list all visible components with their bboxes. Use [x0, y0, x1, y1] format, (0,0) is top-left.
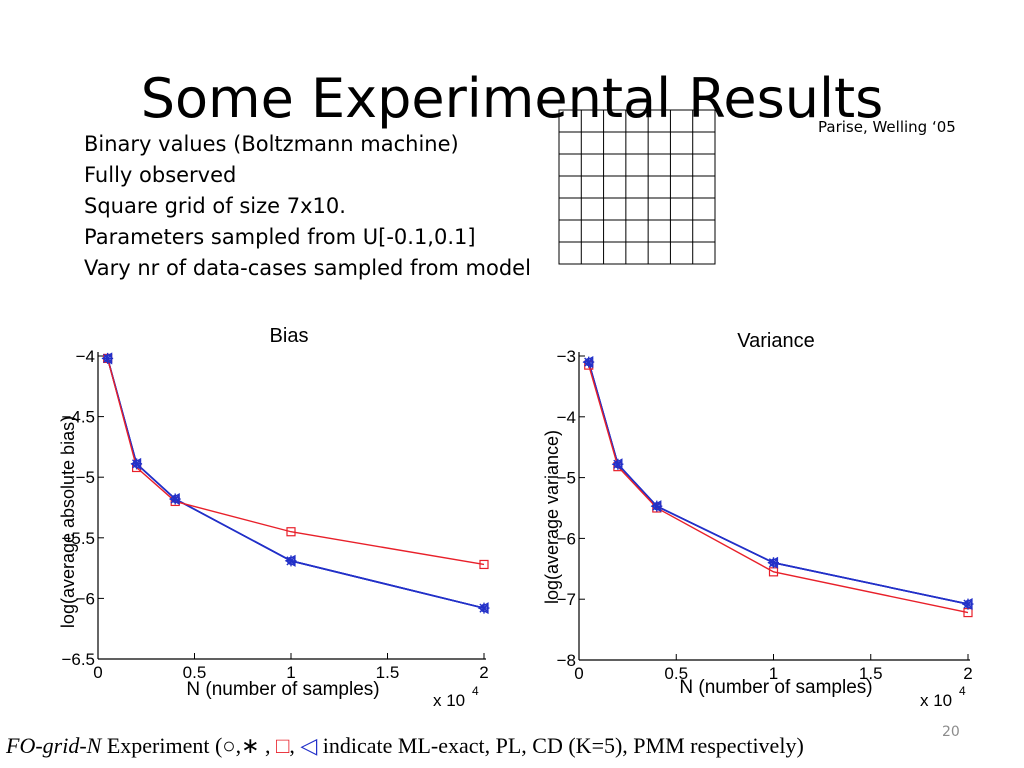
y-tick-label: −6.5 [61, 650, 95, 669]
triangle-left-marker [101, 352, 113, 365]
bullet-item: Vary nr of data-cases sampled from model [84, 256, 531, 280]
x-tick-label: 1 [286, 663, 295, 682]
y-tick-label: −5 [557, 469, 576, 488]
triangle-left-marker [650, 500, 662, 513]
square-marker [479, 559, 489, 570]
square-marker [286, 527, 296, 537]
x-multiplier: x 10 4 [433, 684, 479, 710]
experiment-name: FO-grid-N [6, 733, 102, 758]
footnote: FO-grid-N Experiment (○,∗ , □, ◁ indicat… [6, 733, 1024, 759]
chart-title: Bias [270, 325, 309, 347]
x-tick-label: 0 [574, 664, 583, 683]
x-multiplier-exponent: 4 [472, 684, 479, 698]
x-tick-label: 1.5 [859, 664, 883, 683]
y-tick-label: −7 [557, 590, 576, 609]
x-tick-label: 2 [963, 664, 972, 683]
star-marker [285, 555, 297, 567]
star-marker [768, 557, 779, 569]
triangle-left-marker [582, 356, 594, 369]
y-tick-label: −6 [557, 529, 576, 548]
square-marker-icon: □ [276, 733, 290, 758]
bullet-list: Binary values (Boltzmann machine) Fully … [84, 129, 531, 284]
triangle-left-marker [611, 458, 623, 471]
bullet-item: Fully observed [84, 163, 237, 187]
marker-symbols: (○,∗ , [214, 733, 271, 758]
series-line-triangle-left [106, 358, 485, 609]
triangle-left-marker [961, 598, 973, 611]
triangle-left-marker [477, 602, 489, 615]
star-marker [169, 493, 181, 505]
star-marker [131, 458, 143, 470]
x-tick-label: 0.5 [183, 663, 207, 682]
x-multiplier: x 10 4 [920, 684, 966, 710]
y-axis-label: log(average variance) [542, 430, 562, 604]
variance-chart: Variance log(average variance) N (number… [542, 330, 974, 710]
series-line-triangle-left [587, 361, 969, 605]
x-tick-label: 0 [93, 663, 102, 682]
series-line-square [588, 364, 969, 614]
x-axis-label: N (number of samples) [186, 679, 379, 700]
star-marker [583, 356, 595, 368]
bullet-item: Parameters sampled from U[-0.1,0.1] [84, 225, 476, 249]
series-line-star [106, 358, 485, 609]
bias-chart: Bias log(average absolute bias) N (numbe… [58, 325, 490, 710]
star-marker [651, 500, 663, 512]
series-line-square [106, 358, 485, 566]
star-marker [478, 602, 490, 614]
x-axis-label: N (number of samples) [679, 677, 872, 698]
grid-diagram [558, 109, 716, 265]
citation: Parise, Welling ‘05 [818, 118, 956, 136]
triangle-left-marker [168, 492, 180, 506]
bullet-item: Square grid of size 7x10. [84, 194, 346, 218]
y-tick-label: −6 [76, 589, 95, 608]
series-line-circle [587, 361, 969, 605]
y-tick-label: −8 [557, 651, 576, 670]
triangle-left-marker-icon: ◁ [300, 733, 318, 758]
star-marker [962, 598, 974, 610]
page-number: 20 [942, 724, 960, 740]
triangle-left-marker [130, 457, 142, 470]
experiment-word: Experiment [106, 733, 210, 758]
y-tick-label: −4 [557, 408, 576, 427]
x-multiplier-label: x 10 [920, 691, 952, 710]
y-tick-label: −5 [76, 468, 95, 487]
slide-title: Some Experimental Results [140, 67, 884, 131]
star-marker [102, 352, 114, 364]
x-multiplier-label: x 10 [433, 691, 465, 710]
bullet-item: Binary values (Boltzmann machine) [84, 132, 459, 156]
y-tick-label: −4.5 [61, 408, 95, 427]
y-axis-label: log(average absolute bias) [58, 416, 78, 628]
series-line-circle [106, 358, 485, 609]
x-tick-label: 1.5 [376, 663, 400, 682]
triangle-left-marker [767, 556, 779, 569]
x-tick-label: 0.5 [664, 664, 688, 683]
chart-title: Variance [737, 330, 814, 352]
footnote-description: indicate ML-exact, PL, CD (K=5), PMM res… [322, 733, 804, 758]
y-tick-label: −3 [557, 347, 576, 366]
x-tick-label: 2 [479, 663, 488, 682]
star-marker [612, 458, 624, 470]
x-multiplier-exponent: 4 [959, 684, 966, 698]
x-tick-label: 1 [769, 664, 778, 683]
y-tick-label: −5.5 [61, 529, 95, 548]
triangle-left-marker [284, 554, 296, 567]
separator: , [289, 733, 295, 758]
y-tick-label: −4 [76, 347, 95, 366]
series-line-star [587, 361, 969, 605]
grid-border [558, 109, 716, 265]
